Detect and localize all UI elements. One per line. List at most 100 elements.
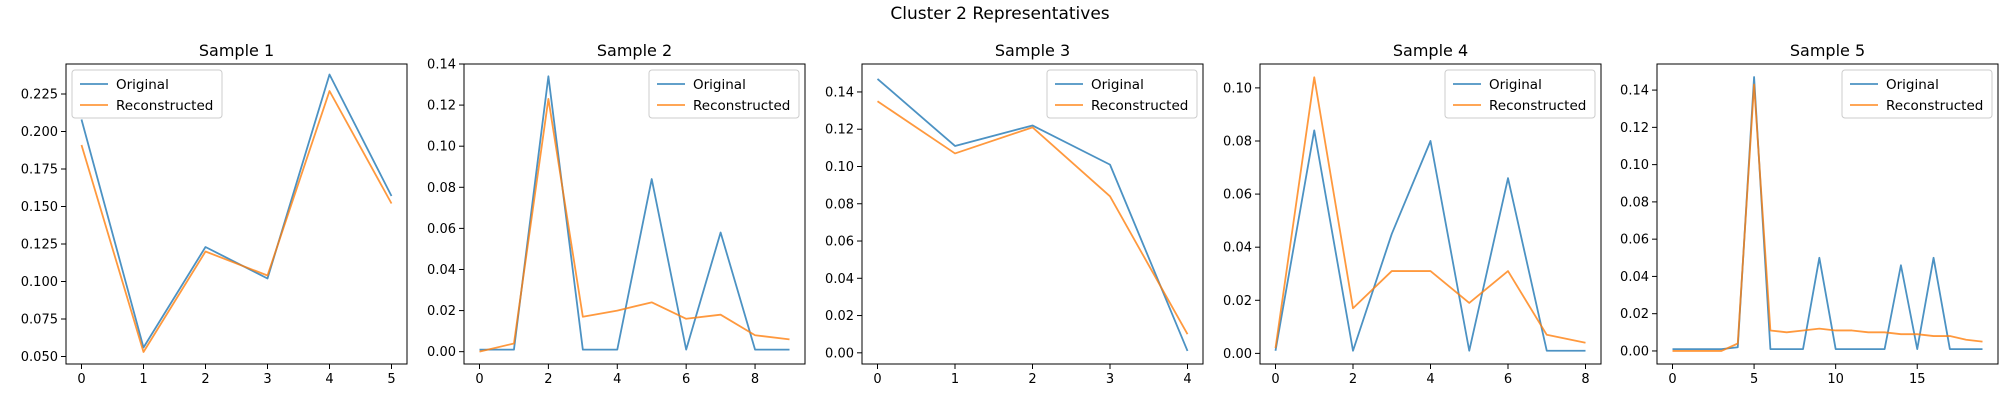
subplot-5: Sample 5 0 5 10 15 0.00 0.02 0.04 0.06 0.08 0.10 0.… xyxy=(1620,41,1999,387)
y-tick-label: 0.08 xyxy=(825,197,854,212)
y-tick-label: 0.00 xyxy=(825,346,854,361)
x-tick-label: 2 xyxy=(1349,372,1357,387)
y-tick-label: 0.06 xyxy=(427,222,456,237)
subplot-title: Sample 3 xyxy=(995,41,1070,60)
x-tick-label: 4 xyxy=(325,372,333,387)
series-line-original xyxy=(876,78,1189,352)
series-line-reconstructed xyxy=(876,100,1189,335)
y-tick-label: 0.175 xyxy=(21,163,58,178)
x-tick-label: 8 xyxy=(751,372,759,387)
y-tick-label: 0.125 xyxy=(21,238,58,253)
y-tick-label: 0.00 xyxy=(1223,347,1252,362)
legend-label: Reconstructed xyxy=(1091,98,1188,114)
x-tick-label: 3 xyxy=(263,372,271,387)
figure-title: Cluster 2 Representatives xyxy=(890,4,1110,24)
subplot-1: Sample 1 0 1 2 3 4 5 0.050 0.075 0.100 0.125 0.150 0… xyxy=(21,41,408,387)
x-tick-label: 0 xyxy=(475,372,483,387)
y-tick-label: 0.10 xyxy=(427,140,456,155)
x-tick-label: 0 xyxy=(77,372,85,387)
legend-label: Original xyxy=(693,77,746,93)
y-tick-label: 0.02 xyxy=(427,304,456,319)
x-tick-label: 2 xyxy=(201,372,209,387)
y-tick-label: 0.100 xyxy=(21,275,58,290)
series-line-original xyxy=(1274,129,1586,352)
y-tick-label: 0.12 xyxy=(825,123,854,138)
x-tick-label: 6 xyxy=(1504,372,1512,387)
y-tick-label: 0.12 xyxy=(427,99,456,114)
axes-frame xyxy=(1259,63,1602,365)
y-tick-label: 0.14 xyxy=(825,85,854,100)
x-tick-label: 0 xyxy=(873,372,881,387)
x-tick-label: 0 xyxy=(1271,372,1279,387)
y-tick-label: 0.075 xyxy=(21,313,58,328)
y-tick-label: 0.06 xyxy=(1223,188,1252,203)
x-tick-label: 4 xyxy=(1183,372,1191,387)
axes-frame xyxy=(463,63,806,365)
y-tick-label: 0.225 xyxy=(21,88,58,103)
x-tick-label: 5 xyxy=(387,372,395,387)
subplot-title: Sample 2 xyxy=(597,41,672,60)
series-line-reconstructed xyxy=(1274,76,1586,349)
x-tick-label: 2 xyxy=(544,372,552,387)
x-tick-label: 3 xyxy=(1106,372,1114,387)
x-tick-label: 2 xyxy=(1028,372,1036,387)
y-tick-label: 0.150 xyxy=(21,200,58,215)
x-tick-label: 0 xyxy=(1668,372,1676,387)
x-tick-label: 15 xyxy=(1909,372,1926,387)
legend: Original Reconstructed xyxy=(71,69,223,119)
y-tick-label: 0.050 xyxy=(21,350,58,365)
y-tick-label: 0.200 xyxy=(21,125,58,140)
y-tick-label: 0.00 xyxy=(1620,344,1649,359)
y-tick-label: 0.04 xyxy=(427,263,456,278)
y-tick-label: 0.10 xyxy=(825,160,854,175)
y-tick-label: 0.10 xyxy=(1620,158,1649,173)
y-tick-label: 0.06 xyxy=(825,235,854,250)
legend-label: Original xyxy=(1091,77,1144,93)
x-tick-label: 8 xyxy=(1581,372,1589,387)
x-tick-label: 5 xyxy=(1750,372,1758,387)
subplot-2: Sample 2 0 2 4 6 8 0.00 0.02 0.04 0.06 0.08 0.10 0.1… xyxy=(427,41,806,387)
legend-box xyxy=(1444,69,1596,119)
legend-label: Reconstructed xyxy=(693,98,790,114)
y-tick-label: 0.02 xyxy=(825,309,854,324)
legend-box xyxy=(1046,69,1198,119)
y-tick-label: 0.02 xyxy=(1223,294,1252,309)
x-tick-label: 4 xyxy=(613,372,621,387)
y-tick-label: 0.14 xyxy=(1620,84,1649,99)
y-tick-label: 0.08 xyxy=(1620,195,1649,210)
legend-box xyxy=(71,69,223,119)
y-tick-label: 0.04 xyxy=(1223,241,1252,256)
y-tick-label: 0.04 xyxy=(825,272,854,287)
legend-box xyxy=(1841,69,1993,119)
subplot-title: Sample 4 xyxy=(1393,41,1468,60)
subplot-title: Sample 5 xyxy=(1790,41,1865,60)
y-tick-label: 0.10 xyxy=(1223,81,1252,96)
legend-label: Original xyxy=(116,77,169,93)
series-line-reconstructed xyxy=(1672,83,1983,352)
y-tick-label: 0.06 xyxy=(1620,233,1649,248)
y-tick-label: 0.00 xyxy=(427,345,456,360)
y-tick-label: 0.12 xyxy=(1620,121,1649,136)
x-tick-label: 1 xyxy=(139,372,147,387)
legend: Original Reconstructed xyxy=(648,69,800,119)
subplot-title: Sample 1 xyxy=(199,41,274,60)
y-tick-label: 0.02 xyxy=(1620,307,1649,322)
legend-label: Original xyxy=(1489,77,1542,93)
series-line-reconstructed xyxy=(479,98,790,353)
legend-label: Reconstructed xyxy=(1886,98,1983,114)
legend-label: Reconstructed xyxy=(116,98,213,114)
axes-frame xyxy=(1656,63,1999,365)
axes-frame xyxy=(861,63,1204,365)
y-tick-label: 0.14 xyxy=(427,58,456,73)
legend: Original Reconstructed xyxy=(1046,69,1198,119)
x-tick-label: 6 xyxy=(682,372,690,387)
legend-box xyxy=(648,69,800,119)
legend-label: Reconstructed xyxy=(1489,98,1586,114)
y-tick-label: 0.08 xyxy=(427,181,456,196)
legend: Original Reconstructed xyxy=(1444,69,1596,119)
series-line-original xyxy=(479,75,790,351)
x-tick-label: 10 xyxy=(1827,372,1844,387)
subplot-3: Sample 3 0 1 2 3 4 0.00 0.02 0.04 0.06 0.08 0.10 0.1… xyxy=(825,41,1204,387)
x-tick-label: 1 xyxy=(951,372,959,387)
